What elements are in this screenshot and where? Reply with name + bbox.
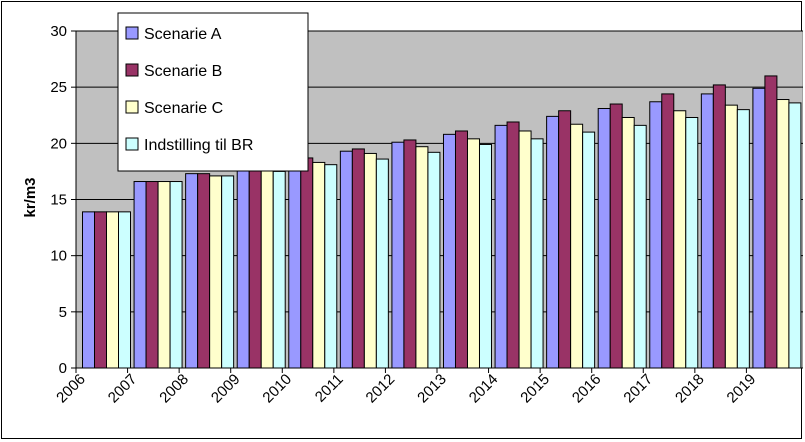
bar xyxy=(621,116,635,369)
legend-label: Scenarie A xyxy=(144,26,222,43)
bar xyxy=(673,110,687,369)
x-tick-label: 2015 xyxy=(517,371,553,407)
x-tick-label: 2019 xyxy=(724,371,760,407)
bar xyxy=(570,123,584,369)
legend-swatch xyxy=(125,137,139,151)
bar xyxy=(339,150,353,369)
bar xyxy=(788,102,802,369)
bar xyxy=(506,121,520,369)
x-tick-label: 2018 xyxy=(672,371,708,407)
bar xyxy=(272,170,286,369)
y-tick-label: 20 xyxy=(50,135,67,152)
x-tick-label: 2012 xyxy=(363,371,399,407)
bar xyxy=(724,104,738,369)
x-tick-label: 2009 xyxy=(208,371,244,407)
bar xyxy=(375,158,389,369)
bar xyxy=(236,165,250,369)
bar xyxy=(415,146,429,369)
bar xyxy=(494,124,508,369)
bar xyxy=(324,164,338,369)
bar xyxy=(118,211,131,369)
bar xyxy=(145,181,159,369)
bar xyxy=(185,173,199,369)
bar xyxy=(582,131,596,369)
bar xyxy=(351,148,365,369)
y-axis-title: kr/m3 xyxy=(22,177,39,217)
x-tick-label: 2016 xyxy=(569,371,605,407)
bar xyxy=(133,181,147,369)
x-tick-label: 2007 xyxy=(105,371,141,407)
bar xyxy=(197,173,211,369)
bar xyxy=(685,116,699,369)
bar xyxy=(391,141,405,369)
x-tick-label: 2017 xyxy=(620,371,656,407)
bar xyxy=(609,103,623,369)
x-tick-label: 2010 xyxy=(259,371,295,407)
bar xyxy=(478,143,492,369)
bar xyxy=(169,181,183,369)
bar xyxy=(776,99,790,369)
legend-label: Indstilling til BR xyxy=(144,137,253,154)
bar xyxy=(442,133,456,369)
bar xyxy=(454,130,468,369)
y-tick-label: 15 xyxy=(50,192,67,209)
bar xyxy=(403,139,417,369)
bar xyxy=(597,108,611,369)
x-tick-label: 2011 xyxy=(312,371,347,406)
bar xyxy=(558,110,572,369)
bar xyxy=(649,101,663,369)
legend-label: Scenarie C xyxy=(144,100,223,117)
bar xyxy=(700,93,714,369)
bar xyxy=(157,181,171,369)
bar xyxy=(221,175,235,369)
bar xyxy=(363,152,377,369)
bar xyxy=(752,87,766,369)
y-tick-label: 0 xyxy=(59,360,67,377)
bar xyxy=(312,161,326,369)
bar xyxy=(546,115,560,369)
legend xyxy=(117,12,309,172)
bar xyxy=(661,93,675,369)
y-tick-label: 25 xyxy=(50,79,67,96)
bar xyxy=(633,124,647,369)
bar xyxy=(209,175,223,369)
bar xyxy=(82,211,95,369)
bar xyxy=(288,157,302,369)
bar xyxy=(106,211,119,369)
x-tick-label: 2014 xyxy=(466,371,502,407)
legend-label: Scenarie B xyxy=(144,63,222,80)
legend-swatch xyxy=(125,63,139,77)
bar xyxy=(300,157,314,369)
bar xyxy=(466,138,480,369)
y-tick-label: 5 xyxy=(59,304,67,321)
bar xyxy=(427,151,441,369)
bar xyxy=(518,130,532,369)
x-tick-label: 2013 xyxy=(414,371,450,407)
bar xyxy=(260,167,274,369)
legend-swatch xyxy=(125,100,139,114)
bar xyxy=(248,165,262,369)
bar xyxy=(94,211,107,369)
bar xyxy=(530,138,544,369)
y-tick-label: 30 xyxy=(50,23,67,40)
legend-swatch xyxy=(125,26,139,40)
bar xyxy=(736,109,750,369)
bar xyxy=(764,75,778,369)
x-tick-label: 2008 xyxy=(156,371,192,407)
y-tick-label: 10 xyxy=(50,248,67,265)
bar xyxy=(712,84,726,369)
